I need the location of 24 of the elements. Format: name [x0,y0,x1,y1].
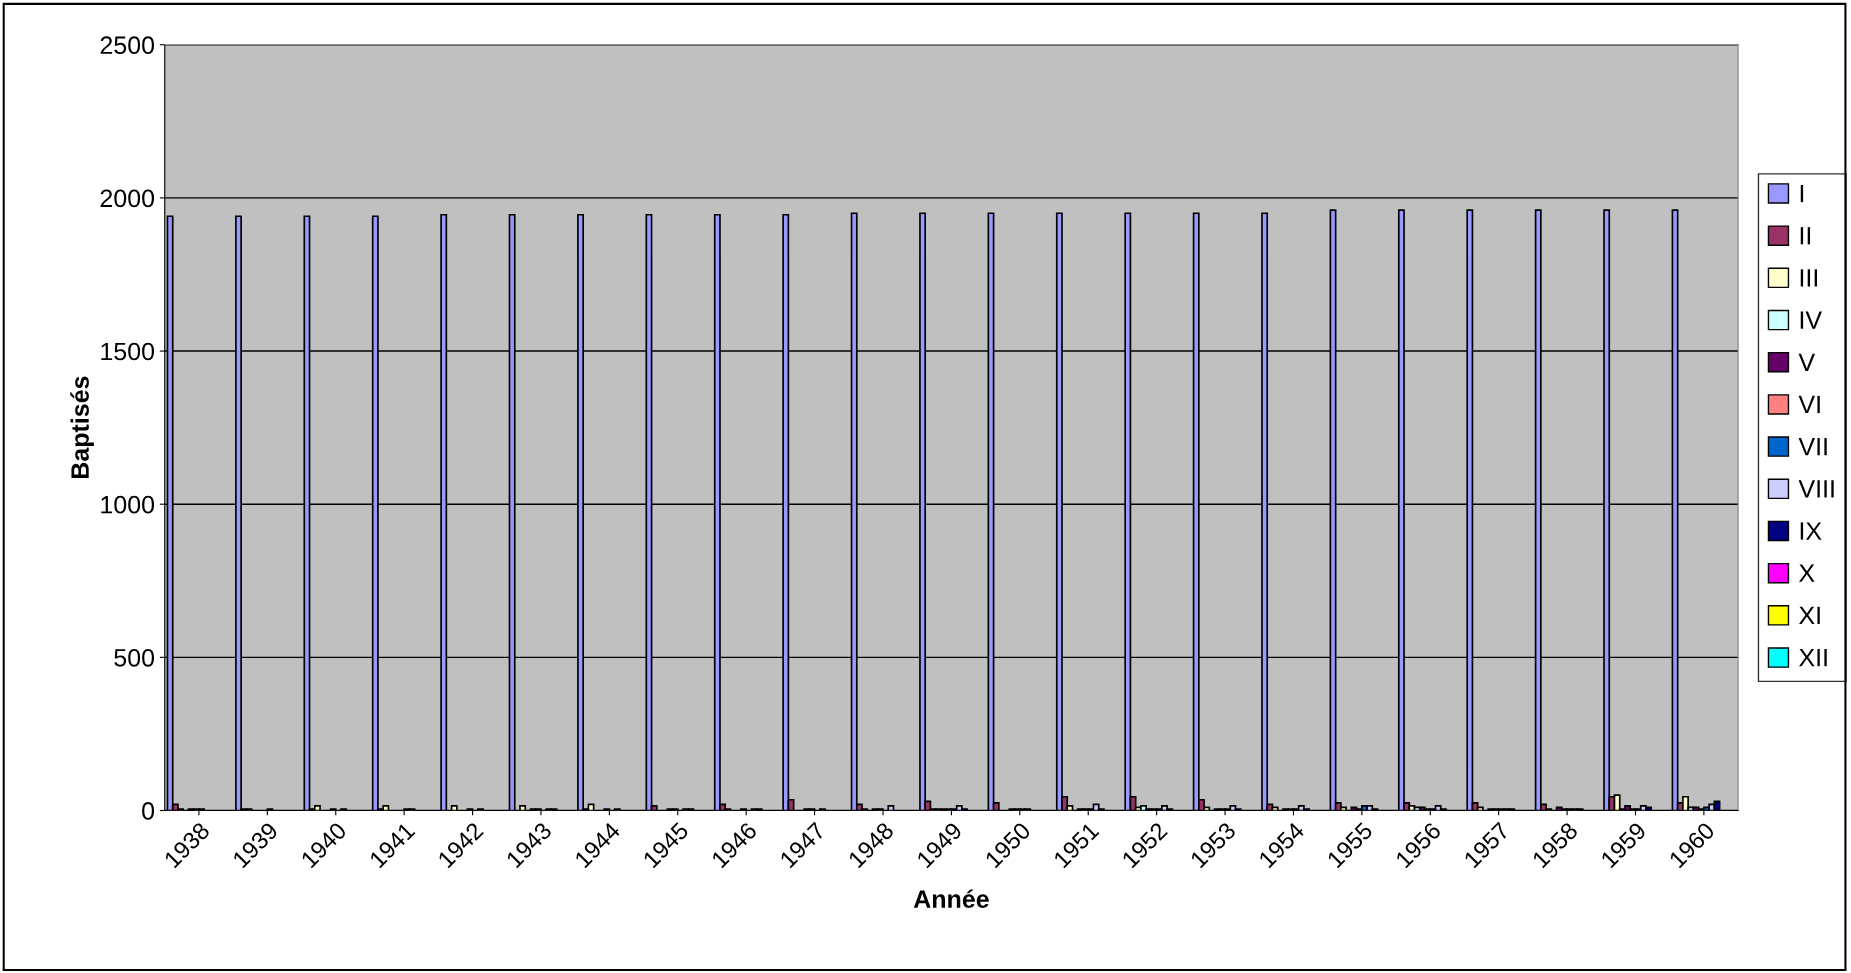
legend-label: VI [1798,395,1820,414]
legend-label: II [1800,227,1811,245]
legend-label: X [1799,564,1815,582]
y-tick-label: 1000 [101,495,155,514]
y-tick-label: 2500 [100,36,155,55]
x-axis-title: Année [913,889,989,908]
legend-label: IV [1800,311,1822,329]
bar [519,805,527,811]
bar [313,805,321,811]
legend-label: III [1800,269,1817,287]
y-tick-label: 2000 [100,189,155,208]
legend-label: IX [1800,522,1822,540]
legend-label: XII [1799,649,1827,667]
legend-label: I [1800,184,1804,203]
legend-label: XI [1799,606,1820,625]
legend-label: VIII [1798,480,1834,498]
y-axis-title: Baptisés [70,376,94,479]
y-tick-label: 0 [142,802,155,820]
y-tick-label: 500 [114,648,155,667]
legend-label: VII [1798,438,1827,456]
legend-label: V [1798,353,1816,371]
bar [887,805,895,811]
bar [450,805,458,811]
y-tick-label: 1500 [101,342,155,361]
